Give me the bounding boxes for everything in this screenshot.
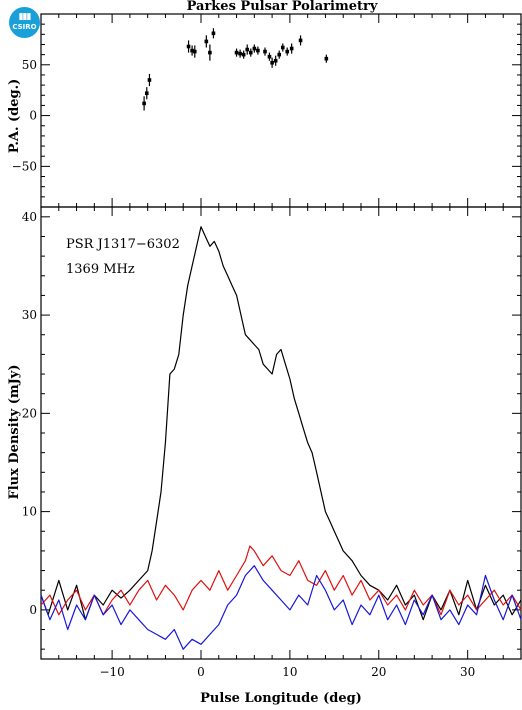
pa-point bbox=[252, 46, 257, 51]
flux-xtick-label: 30 bbox=[460, 665, 475, 679]
flux-panel: 0 10 20 30 40 −10 0 10 20 30 bbox=[22, 207, 522, 679]
pa-point bbox=[245, 47, 250, 52]
flux-xtick-label: 0 bbox=[197, 665, 205, 679]
flux-xtick-label: −10 bbox=[99, 665, 124, 679]
flux-xtick-label: 20 bbox=[371, 665, 386, 679]
pa-point bbox=[234, 50, 239, 55]
pa-point bbox=[248, 50, 253, 55]
pa-ytick-label: 0 bbox=[29, 109, 37, 123]
pa-point bbox=[238, 51, 242, 56]
flux-ylabel: Flux Density (mJy) bbox=[7, 365, 22, 500]
pa-point bbox=[186, 44, 191, 49]
flux-xtick-label: 10 bbox=[282, 665, 297, 679]
flux-ytick-label: 40 bbox=[22, 210, 37, 224]
pa-point bbox=[285, 49, 290, 54]
pa-point bbox=[263, 49, 267, 54]
pa-point bbox=[241, 52, 246, 57]
pa-point bbox=[270, 60, 274, 65]
pa-point bbox=[144, 91, 149, 96]
pa-point bbox=[256, 48, 260, 53]
pa-point bbox=[273, 58, 278, 63]
linear-polarization-line bbox=[40, 545, 522, 616]
pa-point bbox=[142, 101, 146, 106]
pa-point bbox=[192, 49, 197, 54]
flux-xlabel: Pulse Longitude (deg) bbox=[200, 691, 362, 706]
csiro-logo: ▮▮▮ CSIRO bbox=[9, 7, 40, 38]
pa-point bbox=[204, 39, 209, 44]
pa-ylabel: P.A. (deg.) bbox=[7, 79, 22, 154]
pulsar-name-annotation: PSR J1317−6302 bbox=[66, 237, 180, 252]
pa-panel-frame bbox=[40, 13, 522, 208]
pa-point bbox=[190, 48, 194, 53]
pa-point bbox=[208, 50, 212, 55]
pa-panel: −50 0 50 bbox=[12, 13, 522, 208]
pa-point bbox=[289, 46, 294, 51]
pa-point bbox=[277, 52, 282, 57]
pa-point bbox=[324, 56, 329, 61]
pa-ytick-label: −50 bbox=[12, 159, 37, 173]
chart-title: Parkes Pulsar Polarimetry bbox=[187, 0, 378, 14]
pa-ytick-label: 50 bbox=[22, 58, 37, 72]
total-intensity-line bbox=[40, 226, 522, 621]
pa-point bbox=[298, 38, 303, 43]
pa-point bbox=[280, 45, 285, 50]
pa-point bbox=[267, 54, 272, 59]
logo-bars-icon: ▮▮▮ bbox=[18, 12, 32, 22]
pa-point bbox=[147, 78, 152, 82]
flux-ytick-label: 30 bbox=[22, 308, 37, 322]
flux-ytick-label: 20 bbox=[22, 406, 37, 420]
logo-text: CSIRO bbox=[12, 23, 37, 31]
flux-ytick-label: 10 bbox=[22, 505, 37, 519]
pa-point bbox=[211, 31, 216, 36]
flux-ytick-label: 0 bbox=[29, 603, 37, 617]
circular-polarization-line bbox=[40, 565, 522, 650]
frequency-annotation: 1369 MHz bbox=[66, 262, 135, 277]
chart-title-group: Parkes Pulsar Polarimetry bbox=[187, 0, 378, 14]
